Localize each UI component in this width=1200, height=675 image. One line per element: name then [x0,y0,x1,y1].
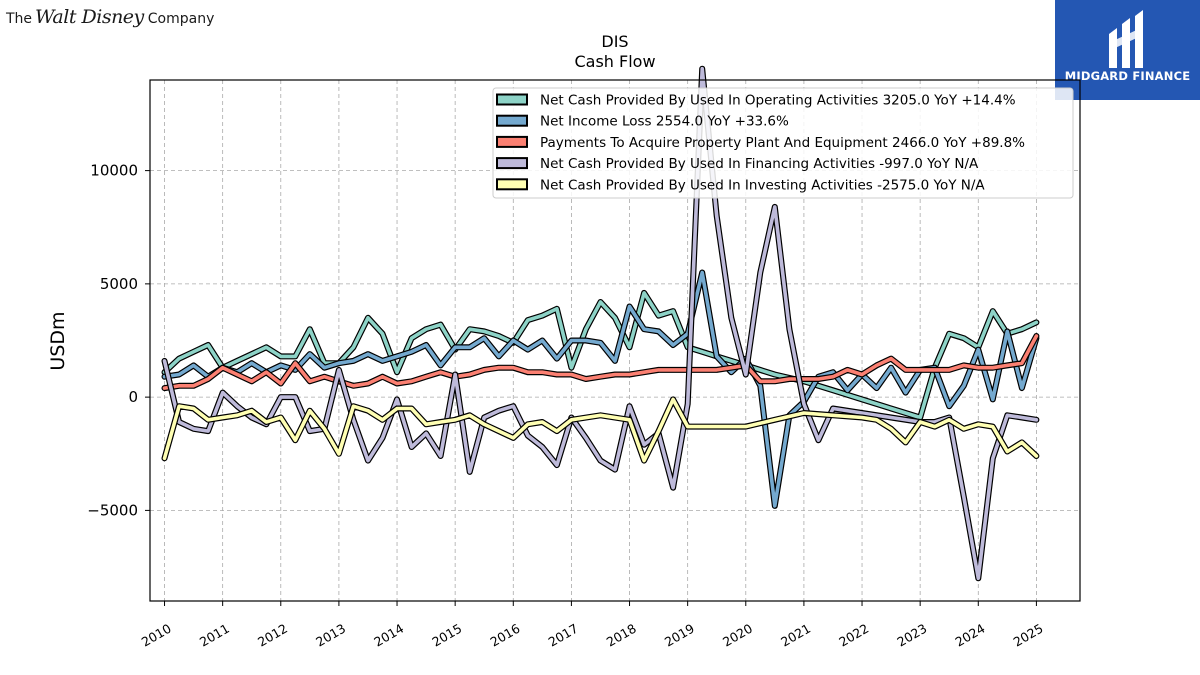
series-line-1 [162,270,1039,508]
series-outline-4 [161,396,1040,464]
x-tick-label: 2020 [720,621,755,650]
legend-label-4: Net Cash Provided By Used In Investing A… [540,177,985,193]
y-tick-label: −5000 [87,501,138,519]
series-line-3 [162,66,1039,581]
legend-label-2: Payments To Acquire Property Plant And E… [540,135,1025,151]
x-tick-label: 2015 [429,621,464,650]
legend-swatch-0 [496,93,528,106]
legend-label-1: Net Income Loss 2554.0 YoY +33.6% [540,114,789,130]
series-line-0 [162,291,1039,420]
x-tick-label: 2024 [953,621,988,650]
midgard-finance-logo: MIDGARD FINANCE [1055,0,1200,100]
y-tick-label: 0 [128,388,138,406]
legend-swatch-1 [496,114,528,127]
x-tick-label: 2025 [1011,621,1046,650]
x-tick-label: 2018 [604,621,639,650]
x-tick-label: 2013 [313,621,348,650]
x-tick-label: 2017 [546,621,581,650]
legend-label-0: Net Cash Provided By Used In Operating A… [540,93,1016,109]
midgard-mark-icon [1109,10,1143,68]
logo-walt-disney: Walt Disney [35,6,144,28]
legend-box [492,87,1074,199]
x-tick-label: 2016 [488,621,523,650]
x-tick-label: 2022 [836,621,871,650]
x-tick-label: 2010 [139,621,174,650]
chart-subtitle: Cash Flow [574,52,655,71]
y-ticks: −5000 0 5000 10000 [87,162,150,519]
series-line-2 [162,334,1039,390]
legend-label-3: Net Cash Provided By Used In Financing A… [540,156,979,172]
y-tick-label: 5000 [100,275,138,293]
x-tick-label: 2021 [778,621,813,650]
x-tick-label: 2023 [894,621,929,650]
legend-swatch-4 [496,178,528,191]
midgard-name: MIDGARD FINANCE [1064,69,1191,83]
logo-company: Company [147,11,215,27]
y-axis-label: USDm [47,311,69,370]
series-line-4 [162,397,1039,463]
legend-swatch-2 [496,135,528,148]
chart-title: DIS [601,32,628,51]
logo-the: The [6,11,33,27]
x-ticks: 2010 2011 2012 2013 2014 2015 2016 2017 2018 2019… [139,601,1046,650]
disney-logo: The Walt Disney Company [6,6,214,36]
x-tick-label: 2012 [255,621,290,650]
y-tick-label: 10000 [90,162,138,180]
x-tick-label: 2011 [197,621,232,650]
legend-swatch-3 [496,157,528,170]
plot-frame [149,79,1081,602]
series-lines [161,65,1040,582]
x-tick-label: 2019 [662,621,697,650]
legend: Net Cash Provided By Used In Operating A… [492,87,1074,199]
x-tick-label: 2014 [371,621,406,650]
